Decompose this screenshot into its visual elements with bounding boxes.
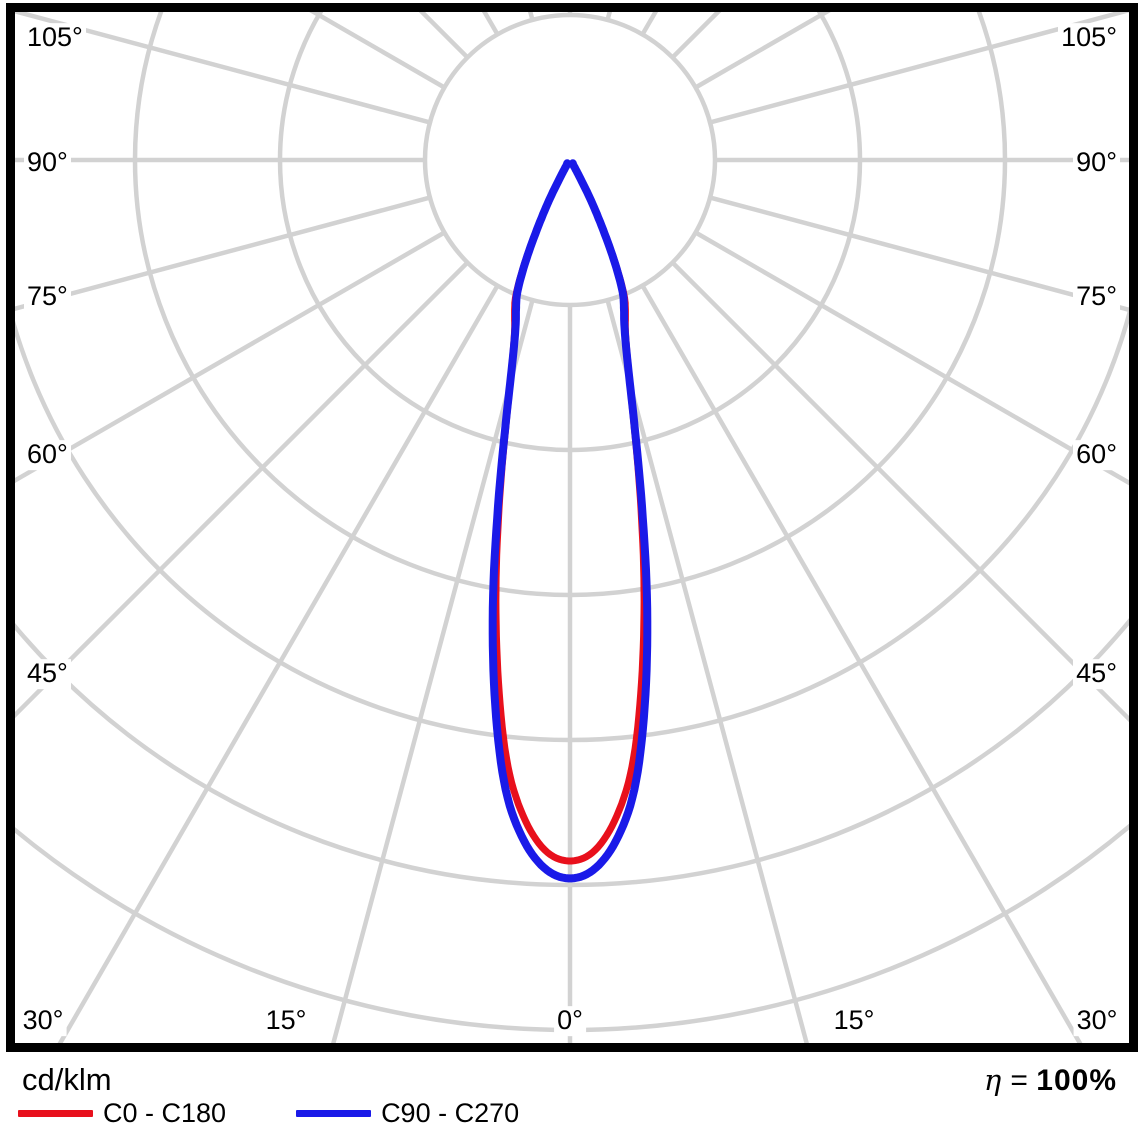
angle-label-left-105deg: 105° [24, 22, 86, 53]
eta-symbol: η [983, 1063, 1011, 1097]
angle-label-left-90deg: 90° [24, 147, 71, 178]
legend-label-c0-c180: C0 - C180 [103, 1098, 227, 1128]
efficiency-readout: η = 100% [984, 1063, 1117, 1098]
angle-label-bottom-3-15deg: 15° [830, 1005, 878, 1036]
angle-label-bottom-4-30deg: 30° [1073, 1005, 1121, 1036]
legend: C0 - C180 C90 - C270 [18, 1098, 519, 1129]
legend-swatch-c0-c180 [18, 1110, 93, 1117]
legend-swatch-c90-c270 [296, 1110, 372, 1117]
angle-label-bottom-2-0deg: 0° [554, 1005, 586, 1036]
angle-label-right-75deg: 75° [1073, 281, 1120, 312]
angle-label-right-45deg: 45° [1073, 658, 1120, 689]
plot-frame [6, 3, 1138, 1052]
angle-label-right-90deg: 90° [1073, 147, 1120, 178]
polar-grid-and-curves-canvas [6, 3, 1138, 1052]
angle-label-left-45deg: 45° [24, 658, 71, 689]
angle-label-right-105deg: 105° [1058, 22, 1120, 53]
angle-label-right-60deg: 60° [1073, 439, 1120, 470]
eta-equals: = [1010, 1064, 1037, 1097]
angle-label-bottom-0-30deg: 30° [19, 1005, 67, 1036]
eta-value: 100% [1036, 1064, 1117, 1097]
legend-label-c90-c270: C90 - C270 [381, 1098, 520, 1128]
angle-label-left-75deg: 75° [24, 281, 71, 312]
angle-label-bottom-1-15deg: 15° [262, 1005, 310, 1036]
curve-c90-c270 [488, 159, 652, 883]
units-label: cd/klm [22, 1062, 112, 1097]
angle-label-left-60deg: 60° [24, 439, 71, 470]
polar-grid [15, 12, 1129, 1043]
